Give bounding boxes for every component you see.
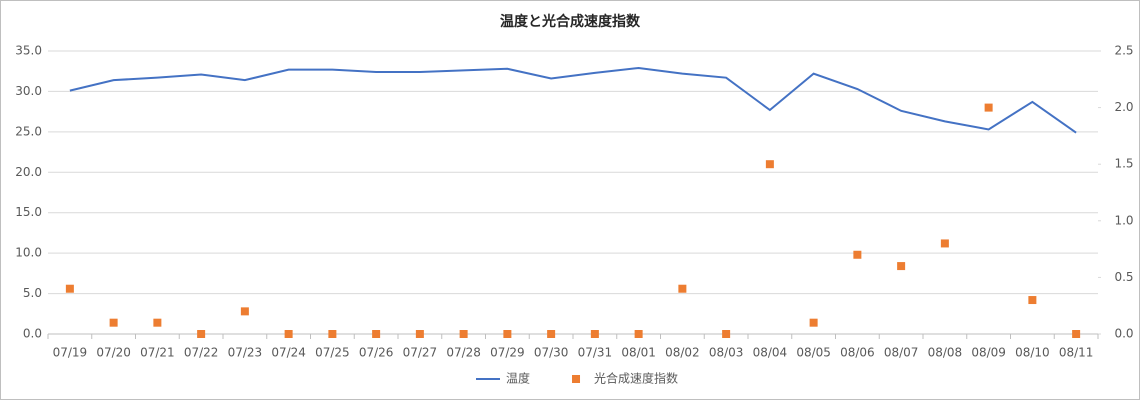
x-tick-label: 08/08 xyxy=(928,346,963,360)
x-tick-label: 08/07 xyxy=(884,346,919,360)
scatter-point xyxy=(1028,296,1037,305)
scatter-point xyxy=(240,307,249,316)
scatter-point xyxy=(109,318,118,327)
y-tick-label: 0.0 xyxy=(23,327,42,341)
x-tick-label: 08/09 xyxy=(971,346,1006,360)
y2-tick-label: 1.0 xyxy=(1114,213,1133,227)
scatter-point xyxy=(284,330,293,338)
scatter-point xyxy=(853,250,862,259)
temperature-line xyxy=(69,66,1077,134)
scatter-point xyxy=(547,330,556,338)
scatter-point xyxy=(634,330,643,338)
x-tick-label: 07/25 xyxy=(315,346,350,360)
scatter-point xyxy=(328,330,337,338)
scatter-point xyxy=(765,160,774,169)
x-tick-label: 07/22 xyxy=(184,346,219,360)
scatter-point xyxy=(722,330,731,338)
y-tick-label: 30.0 xyxy=(15,84,42,98)
y-tick-label: 5.0 xyxy=(23,286,42,300)
y2-tick-label: 2.0 xyxy=(1114,100,1133,114)
x-tick-label: 07/26 xyxy=(359,346,394,360)
x-tick-label: 07/24 xyxy=(271,346,306,360)
scatter-point xyxy=(984,103,993,112)
legend-label: 光合成速度指数 xyxy=(594,371,678,386)
x-tick-label: 08/05 xyxy=(796,346,831,360)
y-tick-label: 35.0 xyxy=(15,44,42,58)
x-tick-label: 07/27 xyxy=(403,346,438,360)
x-tick-label: 07/30 xyxy=(534,346,569,360)
scatter-point xyxy=(153,318,162,327)
scatter-point xyxy=(678,284,687,293)
x-tick-label: 07/29 xyxy=(490,346,525,360)
legend-swatch xyxy=(572,375,581,383)
y-tick-label: 20.0 xyxy=(15,165,42,179)
scatter-point xyxy=(65,284,74,293)
scatter-point xyxy=(809,318,818,327)
x-tick-label: 07/31 xyxy=(578,346,613,360)
scatter-point xyxy=(197,330,206,338)
y-tick-label: 25.0 xyxy=(15,124,42,138)
x-tick-label: 08/04 xyxy=(753,346,788,360)
y2-tick-label: 0.0 xyxy=(1114,327,1133,341)
scatter-point xyxy=(372,330,381,338)
chart-title: 温度と光合成速度指数 xyxy=(500,13,641,30)
y-tick-label: 15.0 xyxy=(15,205,42,219)
scatter-point xyxy=(940,239,949,248)
x-tick-label: 07/20 xyxy=(96,346,131,360)
scatter-point xyxy=(459,330,468,338)
x-tick-label: 07/28 xyxy=(446,346,481,360)
scatter-point xyxy=(590,330,599,338)
x-tick-label: 08/01 xyxy=(621,346,656,360)
y2-tick-label: 2.5 xyxy=(1114,44,1133,58)
x-tick-label: 08/03 xyxy=(709,346,744,360)
legend-label: 温度 xyxy=(506,371,530,386)
x-tick-label: 08/06 xyxy=(840,346,875,360)
x-tick-label: 07/21 xyxy=(140,346,175,360)
y-tick-label: 10.0 xyxy=(15,246,42,260)
x-tick-label: 07/23 xyxy=(228,346,263,360)
scatter-point xyxy=(415,330,424,338)
x-tick-label: 08/02 xyxy=(665,346,700,360)
scatter-point xyxy=(1072,330,1081,338)
x-tick-label: 08/10 xyxy=(1015,346,1050,360)
scatter-point xyxy=(897,262,906,271)
y2-tick-label: 0.5 xyxy=(1114,270,1133,284)
x-tick-label: 07/19 xyxy=(53,346,88,360)
x-tick-label: 08/11 xyxy=(1059,346,1094,360)
scatter-point xyxy=(503,330,512,338)
y2-tick-label: 1.5 xyxy=(1114,157,1133,171)
